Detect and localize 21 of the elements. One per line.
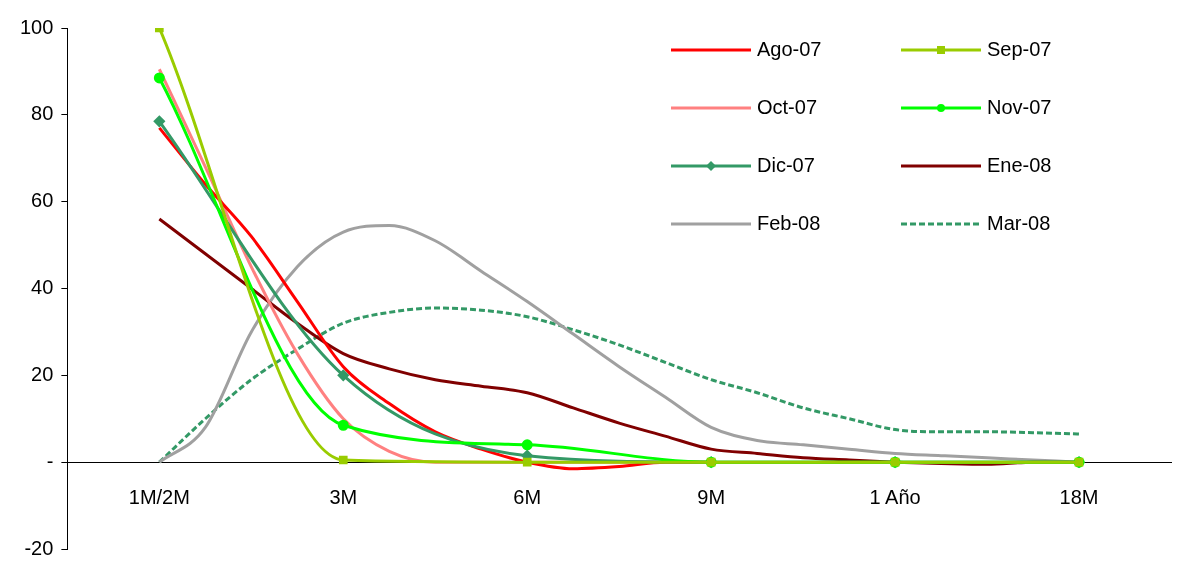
x-tick-label: 9M — [697, 485, 726, 508]
legend-label: Sep-07 — [987, 37, 1052, 60]
y-tick-label: 100 — [19, 15, 54, 38]
x-tick-label: 1 Año — [869, 485, 921, 508]
legend-label: Ene-08 — [987, 153, 1052, 176]
legend-label: Ago-07 — [757, 37, 822, 60]
y-tick-label: 60 — [31, 189, 54, 212]
legend-label: Feb-08 — [757, 211, 821, 234]
legend-label: Mar-08 — [987, 211, 1051, 234]
y-tick-label: -20 — [24, 536, 54, 559]
y-tick-label: 40 — [31, 276, 54, 299]
x-tick-label: 18M — [1059, 485, 1099, 508]
x-tick-label: 3M — [329, 485, 358, 508]
legend-label: Oct-07 — [757, 95, 818, 118]
x-tick-label: 6M — [513, 485, 542, 508]
y-tick-label: - — [46, 449, 54, 472]
y-tick-label: 80 — [31, 102, 54, 125]
y-tick-label: 20 — [31, 362, 54, 385]
x-tick-label: 1M/2M — [128, 485, 190, 508]
legend-label: Nov-07 — [987, 95, 1052, 118]
legend-label: Dic-07 — [757, 153, 815, 176]
